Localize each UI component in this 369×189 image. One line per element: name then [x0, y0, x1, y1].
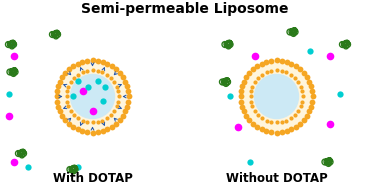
Text: Semi-permeable Liposome: Semi-permeable Liposome: [81, 2, 288, 16]
Circle shape: [56, 60, 128, 132]
Text: With DOTAP: With DOTAP: [52, 172, 132, 185]
Circle shape: [241, 60, 313, 132]
Circle shape: [70, 74, 114, 119]
Text: Without DOTAP: Without DOTAP: [225, 172, 327, 185]
Circle shape: [255, 74, 299, 119]
